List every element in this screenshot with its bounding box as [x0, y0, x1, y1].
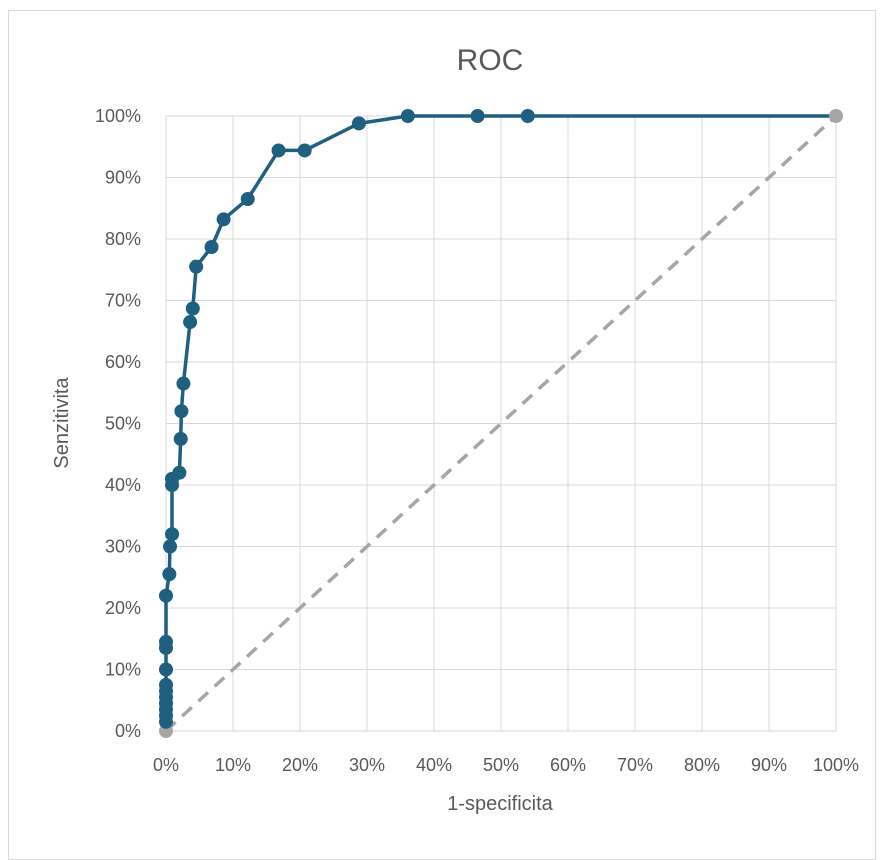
x-axis-ticks: 0% 10% 20% 30% 40% 50% 60% 70% 80% 90% 100%: [153, 755, 859, 775]
y-tick-label: 80%: [105, 229, 141, 249]
roc-point: [400, 109, 415, 123]
roc-point: [159, 662, 173, 677]
y-tick-label: 40%: [105, 475, 141, 495]
x-tick-label: 10%: [215, 755, 251, 775]
roc-curve: [159, 109, 843, 738]
roc-point: [189, 259, 204, 274]
chart-title: ROC: [457, 44, 524, 77]
roc-point: [176, 376, 191, 391]
y-tick-label: 70%: [105, 291, 141, 311]
x-tick-label: 80%: [684, 755, 720, 775]
roc-point: [351, 116, 366, 131]
roc-point: [162, 567, 177, 582]
x-tick-label: 100%: [813, 755, 859, 775]
roc-point: [159, 677, 173, 692]
roc-point: [297, 143, 312, 158]
roc-point: [271, 143, 286, 158]
roc-point: [163, 539, 178, 554]
x-tick-label: 70%: [617, 755, 653, 775]
x-tick-label: 90%: [751, 755, 787, 775]
roc-point: [183, 315, 198, 330]
roc-point: [470, 109, 485, 123]
roc-point: [216, 212, 231, 227]
y-tick-label: 50%: [105, 414, 141, 434]
roc-point: [829, 109, 843, 123]
reference-diagonal: [164, 114, 838, 733]
x-tick-label: 40%: [416, 755, 452, 775]
roc-point: [159, 634, 173, 649]
y-tick-label: 100%: [95, 106, 141, 126]
roc-point: [172, 465, 187, 480]
x-tick-label: 50%: [483, 755, 519, 775]
x-tick-label: 60%: [550, 755, 586, 775]
x-tick-label: 20%: [282, 755, 318, 775]
roc-point: [159, 588, 173, 603]
roc-point: [173, 431, 188, 446]
roc-point: [240, 192, 255, 207]
y-tick-label: 90%: [105, 168, 141, 188]
y-tick-label: 20%: [105, 598, 141, 618]
roc-point: [520, 109, 535, 123]
roc-point: [165, 527, 180, 542]
roc-point: [204, 239, 219, 254]
roc-point: [174, 404, 189, 419]
y-axis-ticks: 0% 10% 20% 30% 40% 50% 60% 70% 80% 90% 100%: [95, 106, 141, 741]
x-tick-label: 30%: [349, 755, 385, 775]
roc-point: [185, 301, 200, 316]
x-axis-title: 1-specificita: [447, 793, 553, 815]
y-tick-label: 60%: [105, 352, 141, 372]
y-axis-title: Senzitivita: [51, 377, 73, 469]
y-tick-label: 0%: [115, 721, 141, 741]
x-tick-label: 0%: [153, 755, 179, 775]
chart-frame: [8, 10, 876, 860]
y-tick-label: 10%: [105, 660, 141, 680]
y-tick-label: 30%: [105, 537, 141, 557]
diagonal-line: [164, 114, 838, 733]
